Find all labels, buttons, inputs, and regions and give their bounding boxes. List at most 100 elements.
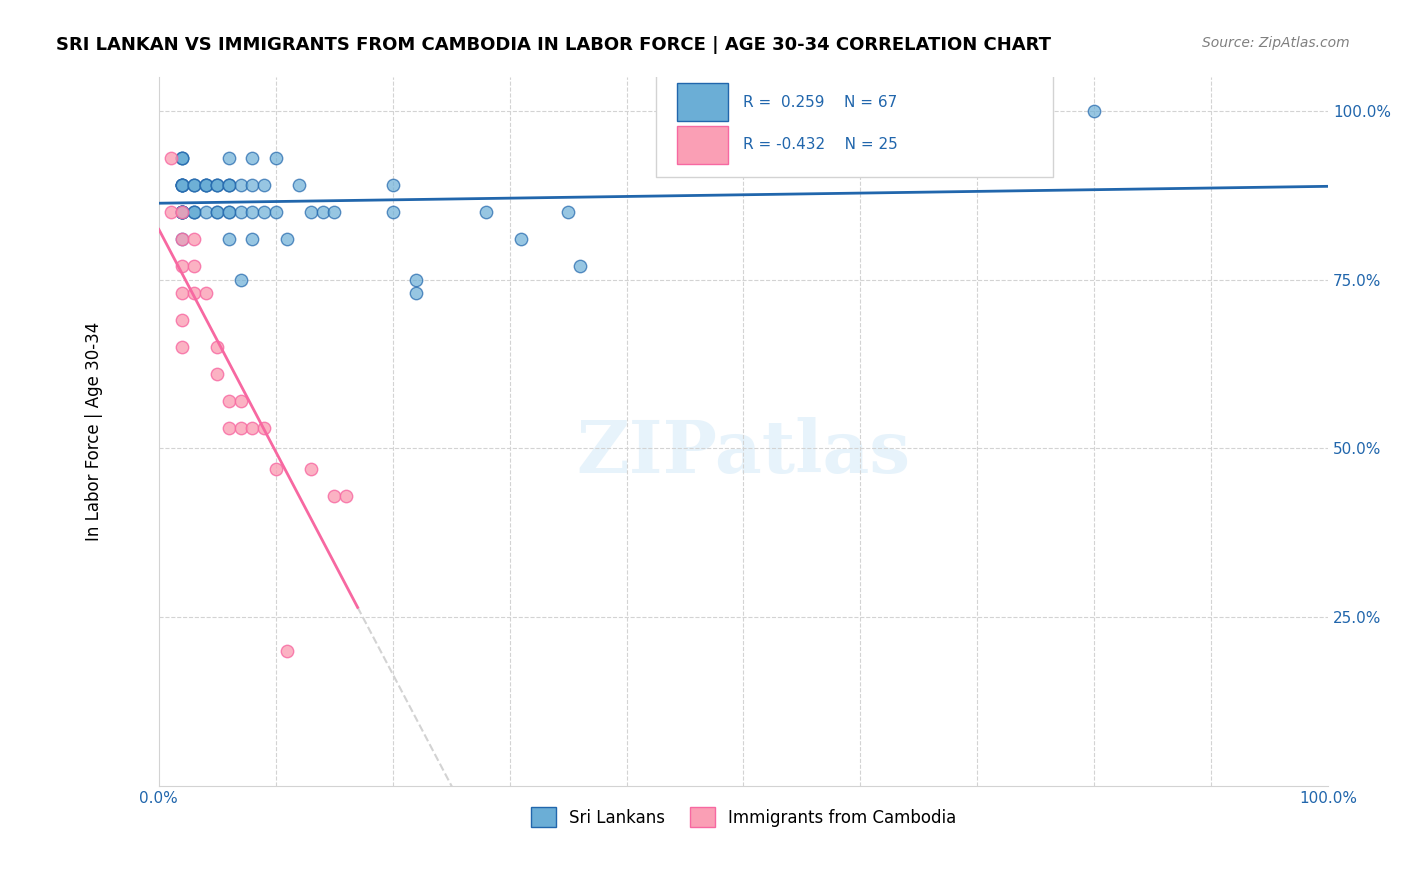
Immigrants from Cambodia <box>183 232 205 246</box>
Sri Lankans <box>172 178 194 193</box>
Sri Lankans <box>194 178 217 193</box>
Sri Lankans <box>229 273 252 287</box>
Immigrants from Cambodia <box>276 644 298 658</box>
Sri Lankans <box>207 205 229 219</box>
Immigrants from Cambodia <box>159 205 181 219</box>
Sri Lankans <box>172 178 194 193</box>
Sri Lankans <box>242 232 264 246</box>
Sri Lankans <box>264 152 287 166</box>
Sri Lankans <box>194 205 217 219</box>
Sri Lankans <box>1083 104 1105 119</box>
Sri Lankans <box>814 152 837 166</box>
Sri Lankans <box>218 152 240 166</box>
Sri Lankans <box>253 178 276 193</box>
Sri Lankans <box>172 178 194 193</box>
Immigrants from Cambodia <box>207 368 229 382</box>
Sri Lankans <box>405 286 427 301</box>
Immigrants from Cambodia <box>264 461 287 475</box>
Sri Lankans <box>242 152 264 166</box>
Sri Lankans <box>172 232 194 246</box>
Sri Lankans <box>218 178 240 193</box>
FancyBboxPatch shape <box>676 126 728 164</box>
Immigrants from Cambodia <box>183 286 205 301</box>
Sri Lankans <box>183 205 205 219</box>
Sri Lankans <box>183 178 205 193</box>
Sri Lankans <box>218 178 240 193</box>
Sri Lankans <box>510 232 533 246</box>
Immigrants from Cambodia <box>299 461 322 475</box>
Sri Lankans <box>299 205 322 219</box>
Sri Lankans <box>172 205 194 219</box>
Sri Lankans <box>172 205 194 219</box>
Text: SRI LANKAN VS IMMIGRANTS FROM CAMBODIA IN LABOR FORCE | AGE 30-34 CORRELATION CH: SRI LANKAN VS IMMIGRANTS FROM CAMBODIA I… <box>56 36 1052 54</box>
Sri Lankans <box>475 205 498 219</box>
Sri Lankans <box>207 178 229 193</box>
Sri Lankans <box>218 178 240 193</box>
Sri Lankans <box>207 178 229 193</box>
Sri Lankans <box>557 205 579 219</box>
Immigrants from Cambodia <box>229 394 252 409</box>
Sri Lankans <box>172 152 194 166</box>
Immigrants from Cambodia <box>172 260 194 274</box>
Immigrants from Cambodia <box>242 421 264 435</box>
Sri Lankans <box>172 205 194 219</box>
Sri Lankans <box>288 178 311 193</box>
Text: R = -0.432    N = 25: R = -0.432 N = 25 <box>744 137 898 153</box>
Immigrants from Cambodia <box>172 340 194 354</box>
Sri Lankans <box>183 178 205 193</box>
Immigrants from Cambodia <box>172 232 194 246</box>
Sri Lankans <box>183 205 205 219</box>
Sri Lankans <box>242 178 264 193</box>
Sri Lankans <box>183 178 205 193</box>
Immigrants from Cambodia <box>229 421 252 435</box>
Legend: Sri Lankans, Immigrants from Cambodia: Sri Lankans, Immigrants from Cambodia <box>524 800 963 834</box>
Text: Source: ZipAtlas.com: Source: ZipAtlas.com <box>1202 36 1350 50</box>
Sri Lankans <box>229 178 252 193</box>
Sri Lankans <box>381 205 404 219</box>
Sri Lankans <box>172 178 194 193</box>
Sri Lankans <box>172 178 194 193</box>
Immigrants from Cambodia <box>218 421 240 435</box>
Sri Lankans <box>311 205 333 219</box>
Sri Lankans <box>183 205 205 219</box>
Sri Lankans <box>229 205 252 219</box>
Text: R =  0.259    N = 67: R = 0.259 N = 67 <box>744 95 898 110</box>
Sri Lankans <box>264 205 287 219</box>
Sri Lankans <box>381 178 404 193</box>
Immigrants from Cambodia <box>183 260 205 274</box>
Sri Lankans <box>172 205 194 219</box>
Sri Lankans <box>172 178 194 193</box>
Sri Lankans <box>242 205 264 219</box>
Sri Lankans <box>194 178 217 193</box>
Immigrants from Cambodia <box>172 313 194 327</box>
Sri Lankans <box>323 205 346 219</box>
Sri Lankans <box>207 178 229 193</box>
Immigrants from Cambodia <box>172 205 194 219</box>
Immigrants from Cambodia <box>218 394 240 409</box>
Immigrants from Cambodia <box>253 421 276 435</box>
Sri Lankans <box>405 273 427 287</box>
Sri Lankans <box>218 205 240 219</box>
Immigrants from Cambodia <box>335 489 357 503</box>
Text: ZIPatlas: ZIPatlas <box>576 417 911 488</box>
Sri Lankans <box>172 205 194 219</box>
Sri Lankans <box>207 205 229 219</box>
Sri Lankans <box>172 205 194 219</box>
Sri Lankans <box>568 260 591 274</box>
FancyBboxPatch shape <box>676 83 728 121</box>
FancyBboxPatch shape <box>655 63 1053 177</box>
Immigrants from Cambodia <box>207 340 229 354</box>
Sri Lankans <box>172 205 194 219</box>
Sri Lankans <box>194 178 217 193</box>
Sri Lankans <box>218 232 240 246</box>
Sri Lankans <box>253 205 276 219</box>
Y-axis label: In Labor Force | Age 30-34: In Labor Force | Age 30-34 <box>86 322 103 541</box>
Immigrants from Cambodia <box>159 152 181 166</box>
Immigrants from Cambodia <box>323 489 346 503</box>
Sri Lankans <box>172 152 194 166</box>
Sri Lankans <box>218 205 240 219</box>
Immigrants from Cambodia <box>172 286 194 301</box>
Sri Lankans <box>194 178 217 193</box>
Sri Lankans <box>276 232 298 246</box>
Sri Lankans <box>172 205 194 219</box>
